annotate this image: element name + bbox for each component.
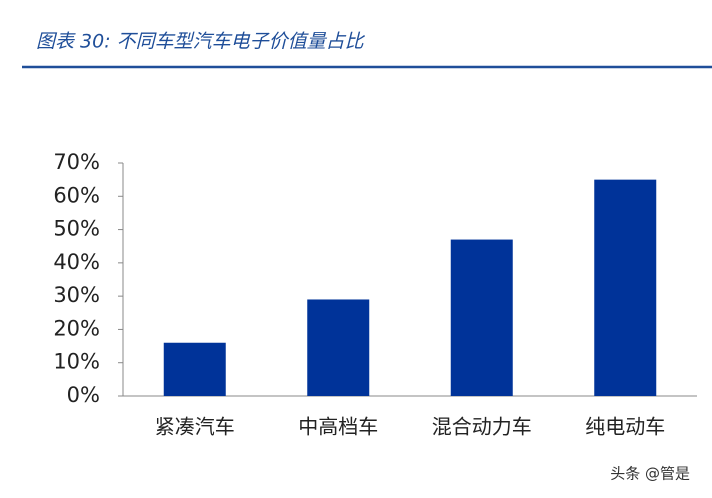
x-tick-label: 纯电动车 bbox=[585, 415, 665, 439]
y-tick-label: 10% bbox=[53, 350, 100, 374]
y-tick-label: 30% bbox=[53, 283, 100, 307]
x-tick-label: 中高档车 bbox=[298, 415, 378, 439]
bar bbox=[307, 299, 370, 396]
chart-title: 图表 30: 不同车型汽车电子价值量占比 bbox=[36, 31, 366, 53]
x-tick-label: 紧凑汽车 bbox=[155, 415, 235, 439]
y-tick-label: 60% bbox=[53, 183, 100, 207]
y-tick-label: 70% bbox=[53, 150, 100, 174]
watermark: 头条 @管是 bbox=[610, 465, 690, 483]
y-tick-label: 20% bbox=[53, 316, 100, 340]
y-tick-label: 40% bbox=[53, 250, 100, 274]
y-tick-label: 0% bbox=[67, 383, 100, 407]
bar bbox=[163, 342, 226, 396]
y-tick-label: 50% bbox=[53, 217, 100, 241]
bar bbox=[450, 239, 513, 396]
bar bbox=[594, 179, 657, 396]
x-tick-label: 混合动力车 bbox=[432, 415, 532, 439]
